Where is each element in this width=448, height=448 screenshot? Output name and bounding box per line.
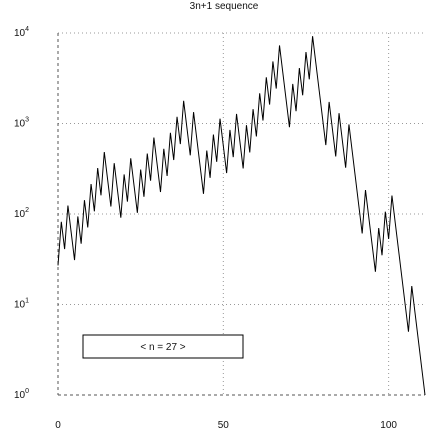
y-axis: 100 101 102 103 104 <box>14 26 29 401</box>
y-tick-label: 102 <box>14 207 29 220</box>
annotation-text: < n = 27 > <box>140 342 185 353</box>
x-tick-label: 100 <box>380 420 397 431</box>
annotation-box: < n = 27 > <box>82 334 244 359</box>
x-axis: 0 50 100 <box>55 420 397 431</box>
x-tick-label: 50 <box>218 420 230 431</box>
axes <box>57 33 425 396</box>
y-tick-label: 101 <box>14 298 29 311</box>
y-tick-label: 104 <box>14 26 29 39</box>
y-tick-label: 100 <box>14 388 29 401</box>
chart-title: 3n+1 sequence <box>190 1 259 12</box>
y-tick-label: 103 <box>14 117 29 130</box>
series-line <box>57 36 426 396</box>
grid <box>58 32 425 395</box>
x-tick-label: 0 <box>55 420 61 431</box>
